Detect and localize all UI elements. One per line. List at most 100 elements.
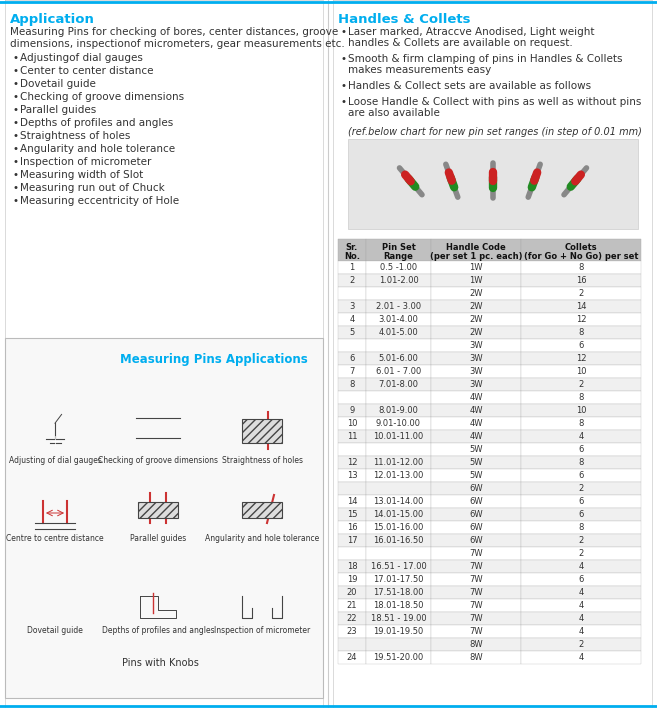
Bar bbox=[338, 365, 366, 378]
Bar bbox=[521, 352, 641, 365]
Bar bbox=[338, 599, 366, 612]
Text: 8: 8 bbox=[578, 458, 583, 467]
Bar bbox=[348, 139, 638, 229]
Text: 7: 7 bbox=[350, 367, 355, 376]
Text: 10: 10 bbox=[576, 367, 586, 376]
Bar bbox=[366, 404, 431, 417]
Bar bbox=[366, 560, 431, 573]
Text: are also available: are also available bbox=[348, 108, 440, 118]
Bar bbox=[431, 560, 521, 573]
Bar bbox=[338, 378, 366, 391]
Bar bbox=[431, 313, 521, 326]
Bar bbox=[338, 495, 366, 508]
Text: 1W: 1W bbox=[469, 276, 483, 285]
Text: 2W: 2W bbox=[469, 315, 483, 324]
Text: 4: 4 bbox=[578, 432, 583, 441]
Text: Depths of profiles and angles: Depths of profiles and angles bbox=[102, 626, 214, 635]
Text: Smooth & firm clamping of pins in Handles & Collets: Smooth & firm clamping of pins in Handle… bbox=[348, 54, 622, 64]
Bar bbox=[431, 638, 521, 651]
Bar bbox=[366, 352, 431, 365]
Text: 3W: 3W bbox=[469, 354, 483, 363]
Bar bbox=[338, 482, 366, 495]
Text: Angularity and hole tolerance: Angularity and hole tolerance bbox=[20, 144, 175, 154]
Bar bbox=[521, 430, 641, 443]
Bar bbox=[366, 508, 431, 521]
Bar bbox=[521, 651, 641, 664]
Bar bbox=[338, 391, 366, 404]
Text: 11: 11 bbox=[347, 432, 357, 441]
Text: 17.01-17.50: 17.01-17.50 bbox=[373, 575, 424, 584]
Text: •: • bbox=[340, 27, 346, 37]
Bar bbox=[338, 287, 366, 300]
Text: 8: 8 bbox=[578, 263, 583, 272]
Bar bbox=[521, 456, 641, 469]
Bar bbox=[338, 456, 366, 469]
Bar bbox=[338, 612, 366, 625]
Text: Pins with Knobs: Pins with Knobs bbox=[122, 658, 198, 668]
Text: 3: 3 bbox=[350, 302, 355, 311]
Text: 18: 18 bbox=[347, 562, 357, 571]
Bar bbox=[521, 638, 641, 651]
Text: 21: 21 bbox=[347, 601, 357, 610]
Text: •: • bbox=[12, 157, 18, 167]
Text: 2: 2 bbox=[578, 549, 583, 558]
Bar bbox=[521, 547, 641, 560]
Text: 2.01 - 3.00: 2.01 - 3.00 bbox=[376, 302, 421, 311]
Bar bbox=[366, 239, 431, 261]
Text: •: • bbox=[12, 196, 18, 206]
Text: Range: Range bbox=[384, 252, 413, 261]
Bar bbox=[521, 287, 641, 300]
Text: 4: 4 bbox=[578, 627, 583, 636]
Bar bbox=[521, 391, 641, 404]
Text: Parallel guides: Parallel guides bbox=[20, 105, 96, 115]
Text: Checking of groove dimensions: Checking of groove dimensions bbox=[20, 92, 184, 102]
Text: 7W: 7W bbox=[469, 575, 483, 584]
Text: 4: 4 bbox=[578, 653, 583, 662]
Text: Dovetail guide: Dovetail guide bbox=[20, 79, 96, 89]
Polygon shape bbox=[35, 592, 75, 618]
Text: 3W: 3W bbox=[469, 341, 483, 350]
Bar bbox=[366, 326, 431, 339]
Text: 23: 23 bbox=[347, 627, 357, 636]
Bar bbox=[366, 300, 431, 313]
Text: Sr.: Sr. bbox=[346, 243, 358, 252]
Bar bbox=[431, 456, 521, 469]
Bar bbox=[338, 404, 366, 417]
Text: (for Go + No Go) per set: (for Go + No Go) per set bbox=[524, 252, 638, 261]
Bar bbox=[366, 456, 431, 469]
Text: 6W: 6W bbox=[469, 536, 483, 545]
Text: 14: 14 bbox=[347, 497, 357, 506]
Text: 4W: 4W bbox=[469, 393, 483, 402]
Bar bbox=[521, 239, 641, 261]
Text: 6W: 6W bbox=[469, 523, 483, 532]
Text: Laser marked, Atraccve Anodised, Light weight: Laser marked, Atraccve Anodised, Light w… bbox=[348, 27, 595, 37]
Bar bbox=[521, 378, 641, 391]
Text: 7W: 7W bbox=[469, 588, 483, 597]
Text: 5W: 5W bbox=[469, 445, 483, 454]
Text: 8: 8 bbox=[578, 523, 583, 532]
Text: 6: 6 bbox=[578, 471, 583, 480]
Text: 3.01-4.00: 3.01-4.00 bbox=[378, 315, 419, 324]
Text: 3W: 3W bbox=[469, 367, 483, 376]
Bar bbox=[521, 508, 641, 521]
Text: 1W: 1W bbox=[469, 263, 483, 272]
Text: 19: 19 bbox=[347, 575, 357, 584]
Text: Handle Code: Handle Code bbox=[446, 243, 506, 252]
Bar bbox=[521, 326, 641, 339]
Text: Pin Set: Pin Set bbox=[382, 243, 415, 252]
Text: 2: 2 bbox=[578, 289, 583, 298]
Bar bbox=[338, 430, 366, 443]
Text: 8: 8 bbox=[578, 393, 583, 402]
Bar bbox=[431, 521, 521, 534]
Text: •: • bbox=[12, 170, 18, 180]
Text: 8: 8 bbox=[578, 419, 583, 428]
Text: 8: 8 bbox=[350, 380, 355, 389]
Bar bbox=[366, 261, 431, 274]
Bar bbox=[338, 547, 366, 560]
Text: 6W: 6W bbox=[469, 510, 483, 519]
Text: •: • bbox=[12, 66, 18, 76]
Bar bbox=[338, 469, 366, 482]
Text: 6W: 6W bbox=[469, 484, 483, 493]
Text: •: • bbox=[340, 81, 346, 91]
Text: 13.01-14.00: 13.01-14.00 bbox=[373, 497, 424, 506]
